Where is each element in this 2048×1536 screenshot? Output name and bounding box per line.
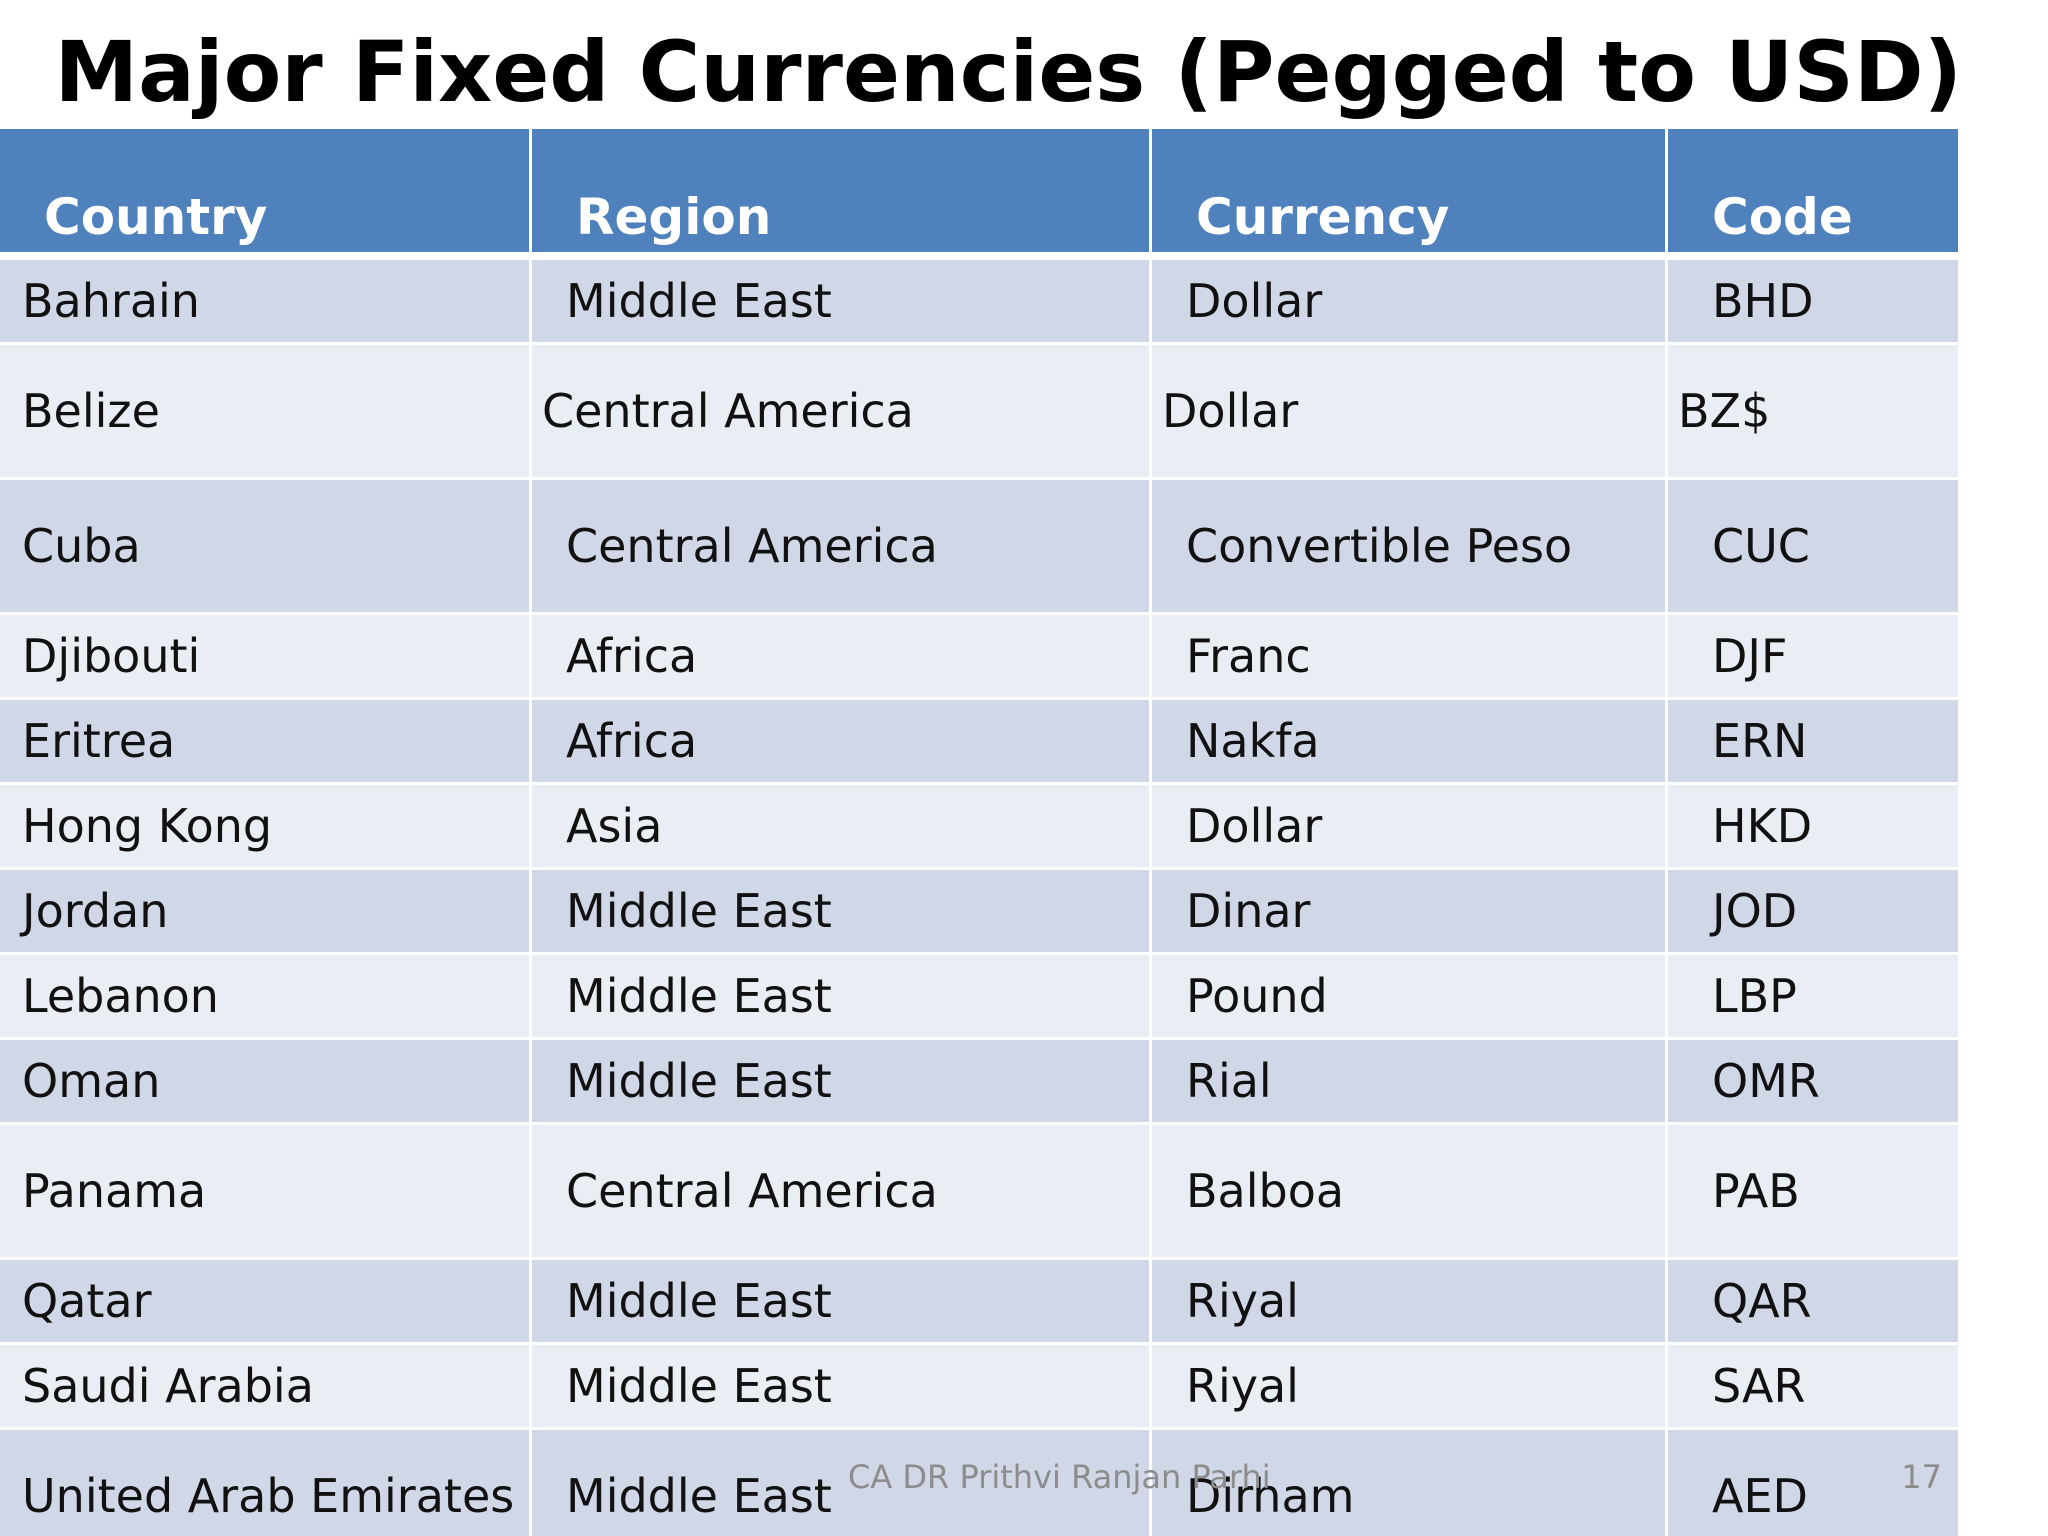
cell-region: Asia	[532, 785, 1152, 867]
cell-code: PAB	[1668, 1125, 1958, 1257]
cell-currency: Riyal	[1152, 1345, 1668, 1427]
cell-code: AED	[1668, 1430, 1958, 1536]
cell-country: Eritrea	[0, 700, 532, 782]
page-number: 17	[1901, 1458, 1942, 1496]
cell-currency: Dollar	[1152, 345, 1668, 477]
cell-region: Central America	[532, 1125, 1152, 1257]
cell-country: United Arab Emirates	[0, 1430, 532, 1536]
cell-currency: Pound	[1152, 955, 1668, 1037]
header-currency: Currency	[1152, 129, 1668, 257]
cell-region: Central America	[532, 480, 1152, 612]
cell-region: Africa	[532, 700, 1152, 782]
cell-country: Oman	[0, 1040, 532, 1122]
cell-code: DJF	[1668, 615, 1958, 697]
cell-currency: Rial	[1152, 1040, 1668, 1122]
cell-currency: Franc	[1152, 615, 1668, 697]
cell-country: Cuba	[0, 480, 532, 612]
cell-code: BHD	[1668, 260, 1958, 342]
cell-code: LBP	[1668, 955, 1958, 1037]
cell-code: SAR	[1668, 1345, 1958, 1427]
cell-region: Middle East	[532, 1430, 1152, 1536]
cell-code: QAR	[1668, 1260, 1958, 1342]
cell-currency: Convertible Peso	[1152, 480, 1668, 612]
cell-country: Panama	[0, 1125, 532, 1257]
cell-country: Qatar	[0, 1260, 532, 1342]
cell-region: Middle East	[532, 1260, 1152, 1342]
cell-region: Central America	[532, 345, 1152, 477]
cell-region: Middle East	[532, 870, 1152, 952]
header-country: Country	[0, 129, 532, 257]
cell-currency: Dirham	[1152, 1430, 1668, 1536]
cell-region: Middle East	[532, 955, 1152, 1037]
cell-region: Africa	[532, 615, 1152, 697]
cell-country: Lebanon	[0, 955, 532, 1037]
cell-code: OMR	[1668, 1040, 1958, 1122]
cell-region: Middle East	[532, 1345, 1152, 1427]
slide-title: Major Fixed Currencies (Pegged to USD)	[54, 23, 1962, 121]
cell-region: Middle East	[532, 260, 1152, 342]
cell-country: Djibouti	[0, 615, 532, 697]
cell-region: Middle East	[532, 1040, 1152, 1122]
cell-code: CUC	[1668, 480, 1958, 612]
header-region: Region	[532, 129, 1152, 257]
cell-country: Bahrain	[0, 260, 532, 342]
footer-author: CA DR Prithvi Ranjan Parhi	[848, 1458, 1271, 1496]
cell-code: ERN	[1668, 700, 1958, 782]
cell-code: JOD	[1668, 870, 1958, 952]
cell-country: Saudi Arabia	[0, 1345, 532, 1427]
cell-code: BZ$	[1668, 345, 1958, 477]
cell-currency: Balboa	[1152, 1125, 1668, 1257]
currency-table: Country Region Currency Code Bahrain Mid…	[0, 129, 1958, 1536]
cell-currency: Dollar	[1152, 785, 1668, 867]
cell-currency: Dollar	[1152, 260, 1668, 342]
cell-country: Jordan	[0, 870, 532, 952]
header-code: Code	[1668, 129, 1958, 257]
cell-currency: Riyal	[1152, 1260, 1668, 1342]
cell-currency: Nakfa	[1152, 700, 1668, 782]
cell-currency: Dinar	[1152, 870, 1668, 952]
cell-country: Belize	[0, 345, 532, 477]
cell-code: HKD	[1668, 785, 1958, 867]
cell-country: Hong Kong	[0, 785, 532, 867]
